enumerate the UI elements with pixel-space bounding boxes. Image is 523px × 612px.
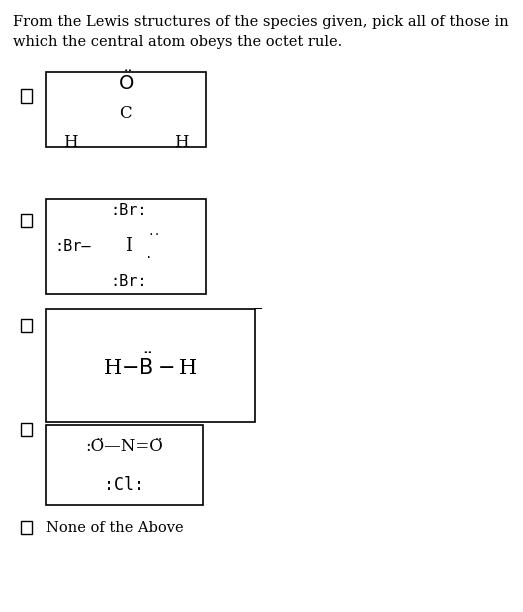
Text: :Br—: :Br— bbox=[54, 239, 90, 254]
Bar bbox=[21, 423, 32, 436]
Bar bbox=[21, 319, 32, 332]
Bar bbox=[21, 521, 32, 534]
Text: −: − bbox=[253, 304, 264, 316]
Text: H: H bbox=[174, 134, 189, 151]
Text: H$-\ddot{\mathrm{B}}-$H: H$-\ddot{\mathrm{B}}-$H bbox=[104, 353, 198, 379]
Bar bbox=[21, 89, 32, 103]
Bar bbox=[46, 309, 255, 422]
Text: :Br:: :Br: bbox=[111, 203, 147, 218]
Text: ·: · bbox=[145, 251, 152, 264]
Bar bbox=[21, 214, 32, 227]
Text: I: I bbox=[126, 237, 132, 255]
Text: None of the Above: None of the Above bbox=[46, 521, 184, 534]
Text: H: H bbox=[63, 134, 77, 151]
Text: :Ö—N=Ö: :Ö—N=Ö bbox=[86, 438, 163, 455]
Text: ··: ·· bbox=[147, 230, 161, 241]
Text: C: C bbox=[119, 105, 132, 122]
Text: From the Lewis structures of the species given, pick all of those in
which the c: From the Lewis structures of the species… bbox=[13, 15, 509, 49]
Text: $\ddot{\mathrm{O}}$: $\ddot{\mathrm{O}}$ bbox=[118, 70, 134, 94]
Bar bbox=[46, 425, 203, 505]
Text: :Br:: :Br: bbox=[111, 274, 147, 289]
Bar bbox=[46, 199, 206, 294]
Bar bbox=[46, 72, 206, 147]
Text: :Cl:: :Cl: bbox=[105, 476, 144, 494]
